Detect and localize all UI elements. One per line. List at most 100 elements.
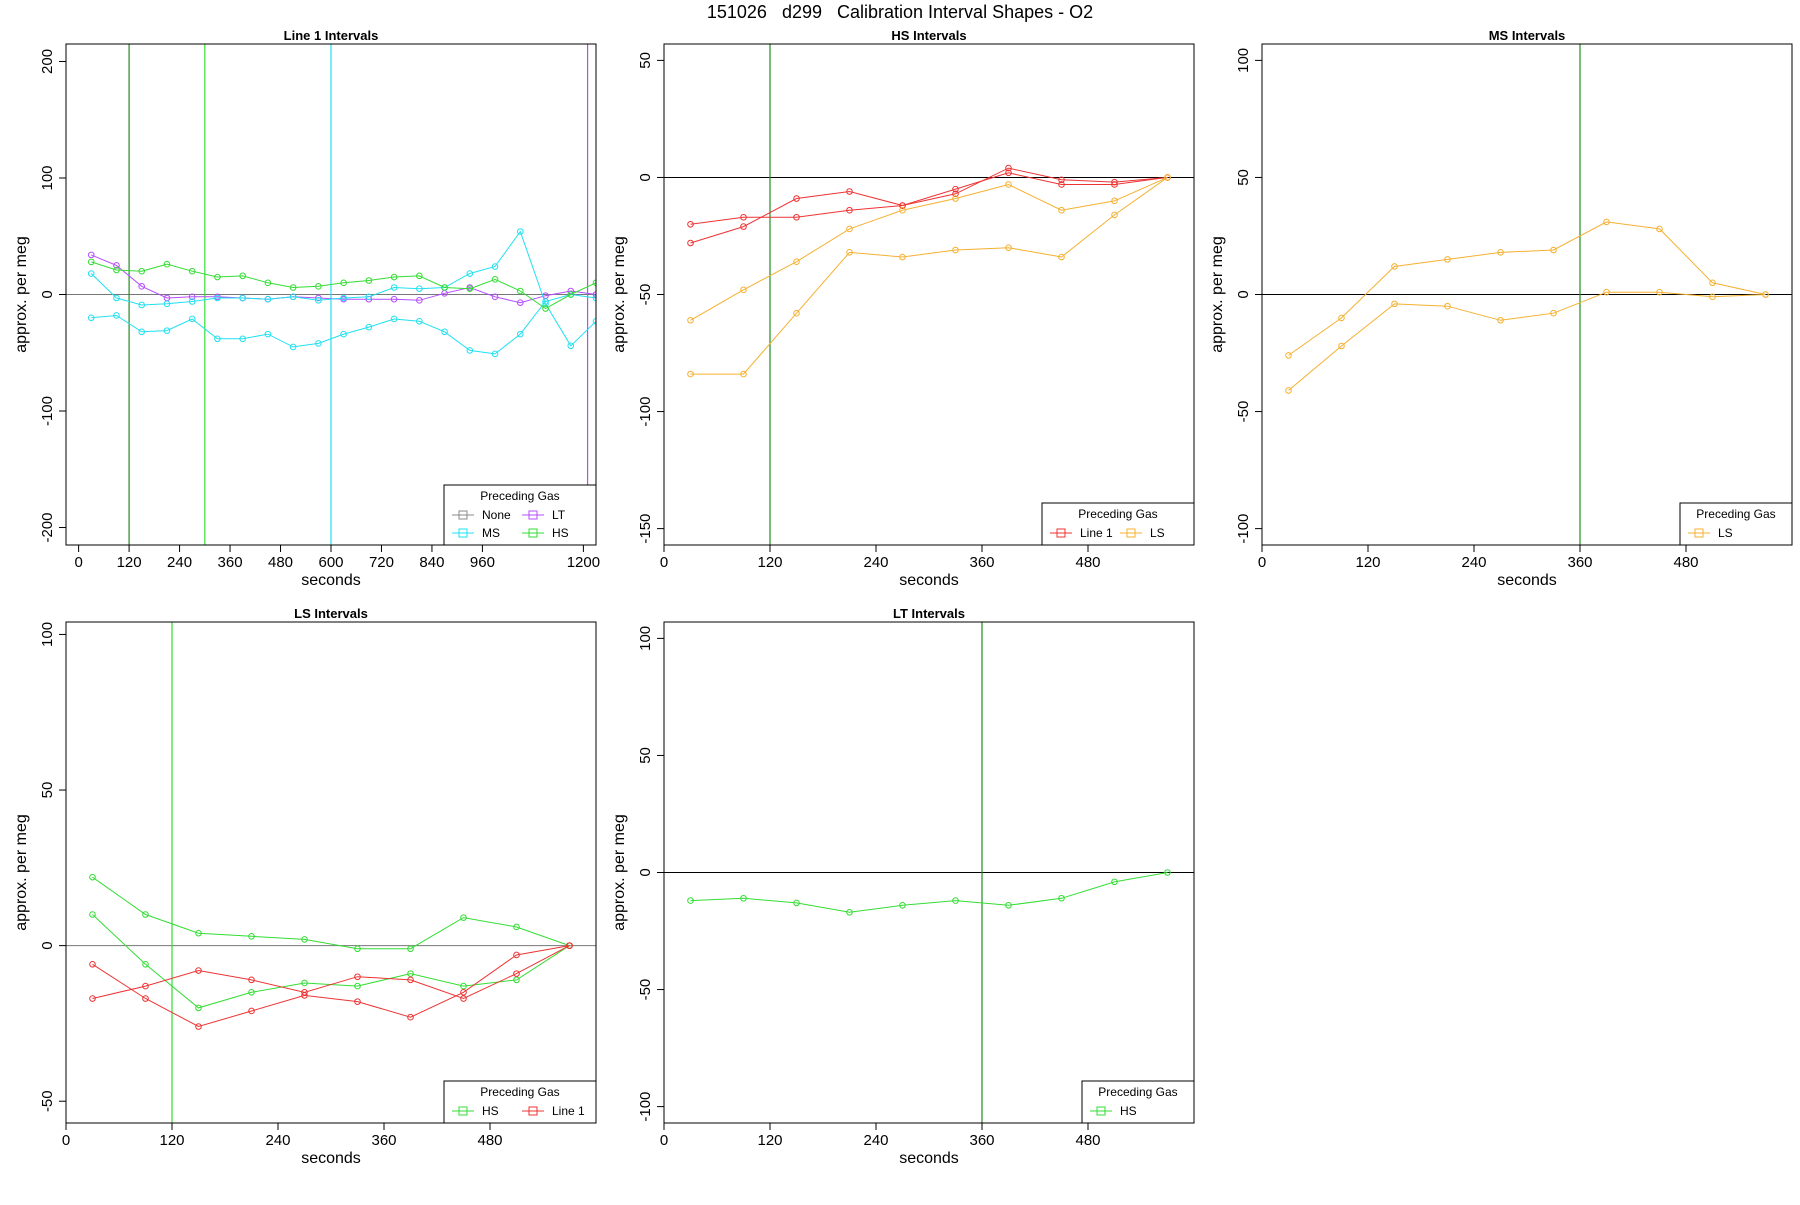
y-tick-label: -50: [637, 979, 654, 1001]
legend-swatch-square: [1096, 1106, 1106, 1116]
legend-swatch-square: [458, 510, 468, 520]
data-point: [466, 285, 474, 292]
series-line: [92, 914, 570, 1009]
data-point: [301, 979, 308, 987]
data-point: [542, 305, 549, 312]
data-point: [1005, 164, 1012, 172]
legend-entry-label: Line 1: [552, 1104, 585, 1118]
data-point: [516, 287, 524, 295]
data-point: [740, 213, 747, 221]
data-point: [466, 347, 474, 354]
data-point: [188, 267, 196, 275]
plot-area: [664, 44, 1194, 545]
legend-swatch-square: [458, 1106, 468, 1116]
data-point: [89, 911, 96, 918]
y-tick-label: 50: [39, 782, 56, 799]
series-line: [1288, 291, 1766, 391]
data-point: [592, 294, 596, 302]
data-point: [513, 923, 520, 931]
y-axis-label: approx. per meg: [1209, 236, 1226, 353]
x-tick-label: 360: [371, 1132, 396, 1149]
chart-title: Line 1 Intervals: [284, 28, 379, 43]
x-tick-label: 480: [1673, 554, 1698, 571]
data-point: [248, 989, 255, 996]
data-point: [163, 260, 171, 268]
legend-entry-label: LS: [1718, 526, 1733, 540]
series-line: [690, 172, 1168, 244]
series-line: [1288, 221, 1766, 356]
y-tick-label: -200: [39, 513, 56, 543]
data-point: [407, 1013, 414, 1021]
y-tick-label: 50: [1235, 169, 1252, 186]
series-line: [91, 293, 596, 355]
y-tick-label: -50: [637, 284, 654, 306]
data-point: [1005, 169, 1012, 177]
data-point: [846, 249, 853, 256]
x-tick-label: 120: [757, 1132, 782, 1149]
data-point: [416, 297, 423, 304]
legend-swatch-square: [528, 1106, 538, 1116]
plot-area: [66, 44, 596, 545]
data-point: [1391, 263, 1398, 270]
data-point: [899, 901, 906, 909]
data-point: [1391, 300, 1398, 308]
legend-entry-label: HS: [552, 526, 569, 540]
data-point: [687, 370, 694, 378]
x-axis-label: seconds: [301, 572, 361, 589]
x-tick-label: 240: [1461, 554, 1486, 571]
data-point: [365, 277, 373, 284]
legend-entry-label: HS: [1120, 1104, 1137, 1118]
x-tick-label: 240: [265, 1132, 290, 1149]
y-tick-label: 100: [39, 622, 56, 647]
x-axis-label: seconds: [899, 572, 959, 589]
data-point: [740, 286, 747, 294]
data-point: [264, 330, 272, 338]
data-point: [264, 295, 272, 303]
data-point: [1164, 174, 1171, 181]
data-point: [195, 967, 202, 974]
data-point: [390, 273, 398, 281]
y-tick-label: 0: [39, 290, 56, 298]
data-point: [1111, 197, 1118, 205]
data-point: [952, 195, 959, 202]
data-point: [1058, 206, 1065, 214]
data-point: [142, 982, 149, 990]
data-point: [142, 911, 149, 918]
legend-title: Preceding Gas: [1078, 507, 1157, 521]
data-point: [289, 293, 297, 301]
data-point: [354, 945, 361, 953]
data-point: [195, 1004, 202, 1012]
x-tick-label: 0: [1258, 554, 1266, 571]
x-tick-label: 840: [419, 554, 444, 571]
legend-swatch-square: [458, 528, 468, 538]
legend: Preceding Gas Line 1 LS: [1041, 502, 1195, 546]
data-point: [1550, 246, 1557, 254]
data-point: [138, 283, 146, 290]
data-point: [188, 315, 196, 323]
data-point: [952, 185, 959, 193]
legend-box: [1679, 502, 1793, 546]
plot-frame: [65, 621, 597, 1124]
data-point: [188, 293, 196, 301]
data-point: [793, 309, 800, 317]
y-tick-label: -100: [39, 396, 56, 426]
legend: Preceding Gas HS Line 1: [443, 1080, 597, 1124]
data-point: [1444, 302, 1451, 310]
data-point: [491, 293, 499, 301]
data-point: [441, 328, 448, 336]
data-point: [113, 294, 120, 302]
chart-title: LT Intervals: [893, 606, 965, 621]
legend-box: [443, 1080, 597, 1124]
data-point: [1058, 894, 1065, 902]
chart-panel-1: Line 1 Intervals 0 120 240 360 480 600 720 840 96…: [13, 28, 600, 589]
data-point: [567, 287, 575, 295]
plot-area: [664, 622, 1194, 1123]
x-tick-label: 480: [1075, 1132, 1100, 1149]
legend: Preceding Gas HS: [1081, 1080, 1195, 1124]
series-line: [92, 945, 570, 1000]
y-tick-label: 100: [637, 626, 654, 651]
y-tick-label: 0: [39, 941, 56, 949]
data-point: [1111, 211, 1118, 219]
legend-title: Preceding Gas: [480, 1085, 559, 1099]
data-point: [407, 970, 414, 977]
